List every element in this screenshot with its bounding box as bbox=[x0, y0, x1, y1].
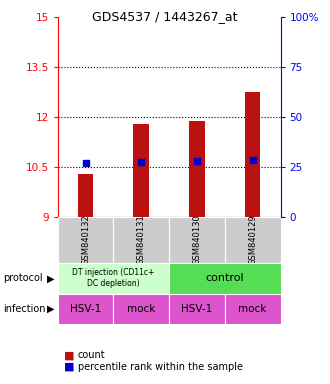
Bar bbox=[133, 124, 149, 217]
Bar bbox=[225, 217, 280, 263]
Text: ■: ■ bbox=[64, 350, 75, 360]
Bar bbox=[189, 121, 205, 217]
Text: HSV-1: HSV-1 bbox=[70, 304, 101, 314]
Bar bbox=[114, 294, 169, 324]
Text: GSM840132: GSM840132 bbox=[81, 215, 90, 265]
Bar bbox=[169, 263, 280, 294]
Text: HSV-1: HSV-1 bbox=[182, 304, 213, 314]
Text: control: control bbox=[206, 273, 244, 283]
Text: GSM840131: GSM840131 bbox=[137, 215, 146, 265]
Text: GDS4537 / 1443267_at: GDS4537 / 1443267_at bbox=[92, 10, 238, 23]
Bar bbox=[58, 217, 114, 263]
Bar bbox=[58, 263, 169, 294]
Bar bbox=[169, 217, 225, 263]
Bar bbox=[169, 294, 225, 324]
Text: mock: mock bbox=[127, 304, 155, 314]
Point bbox=[250, 157, 255, 163]
Text: ■: ■ bbox=[64, 362, 75, 372]
Text: ▶: ▶ bbox=[48, 304, 55, 314]
Point bbox=[194, 158, 200, 164]
Bar bbox=[58, 294, 114, 324]
Text: mock: mock bbox=[239, 304, 267, 314]
Bar bbox=[114, 217, 169, 263]
Text: count: count bbox=[78, 350, 105, 360]
Bar bbox=[225, 294, 280, 324]
Point bbox=[139, 159, 144, 165]
Text: infection: infection bbox=[3, 304, 46, 314]
Text: protocol: protocol bbox=[3, 273, 43, 283]
Point bbox=[83, 160, 88, 166]
Bar bbox=[78, 174, 93, 217]
Text: ▶: ▶ bbox=[48, 273, 55, 283]
Text: GSM840129: GSM840129 bbox=[248, 215, 257, 265]
Text: percentile rank within the sample: percentile rank within the sample bbox=[78, 362, 243, 372]
Text: DT injection (CD11c+
DC depletion): DT injection (CD11c+ DC depletion) bbox=[72, 268, 155, 288]
Text: GSM840130: GSM840130 bbox=[192, 215, 202, 265]
Bar bbox=[245, 92, 260, 217]
